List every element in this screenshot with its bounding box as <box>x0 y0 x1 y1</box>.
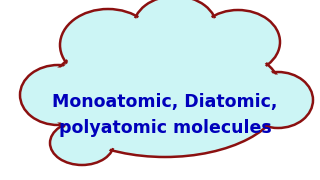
Ellipse shape <box>133 0 217 60</box>
Ellipse shape <box>135 0 214 57</box>
Text: Monoatomic, Diatomic,: Monoatomic, Diatomic, <box>52 93 278 111</box>
Ellipse shape <box>47 33 283 157</box>
Ellipse shape <box>52 123 111 163</box>
Ellipse shape <box>60 9 156 81</box>
Ellipse shape <box>50 121 114 165</box>
Ellipse shape <box>50 35 281 154</box>
Ellipse shape <box>20 65 96 125</box>
Ellipse shape <box>243 72 313 128</box>
Ellipse shape <box>196 10 280 74</box>
Ellipse shape <box>198 12 277 71</box>
Text: polyatomic molecules: polyatomic molecules <box>59 119 271 137</box>
Ellipse shape <box>62 12 154 78</box>
Ellipse shape <box>245 75 310 125</box>
Ellipse shape <box>22 68 93 123</box>
